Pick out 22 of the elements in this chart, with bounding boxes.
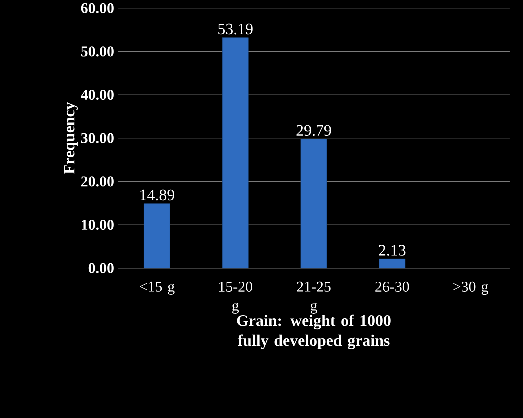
y-tick-label: 30.00 [81,133,114,144]
y-tick-label: 0.00 [88,263,114,274]
y-tick-label: 60.00 [81,3,114,14]
x-tick-label: 26-30 [376,282,410,292]
y-tick-label: 20.00 [81,176,114,187]
y-tick-label: 50.00 [81,46,114,57]
data-label: 14.89 [140,190,174,200]
x-tick-label: 15-20 g [219,282,252,314]
x-tick-label: >30 g [454,282,488,295]
bar [144,203,170,268]
data-label: 53.19 [218,24,253,35]
data-label: 29.79 [296,125,332,136]
x-tick-label: <15 g [140,282,175,295]
bar [222,38,249,268]
x-axis-title: Grain: weight of 1000 fully developed grains [237,314,391,350]
y-tick-label: 40.00 [81,90,114,100]
bar [379,258,406,268]
data-label: 2.13 [379,244,406,256]
bar [300,138,328,268]
y-tick-label: 10.00 [82,220,114,230]
x-tick-label: 21-25 g [297,282,331,314]
y-axis-title: Frequency [64,102,78,174]
